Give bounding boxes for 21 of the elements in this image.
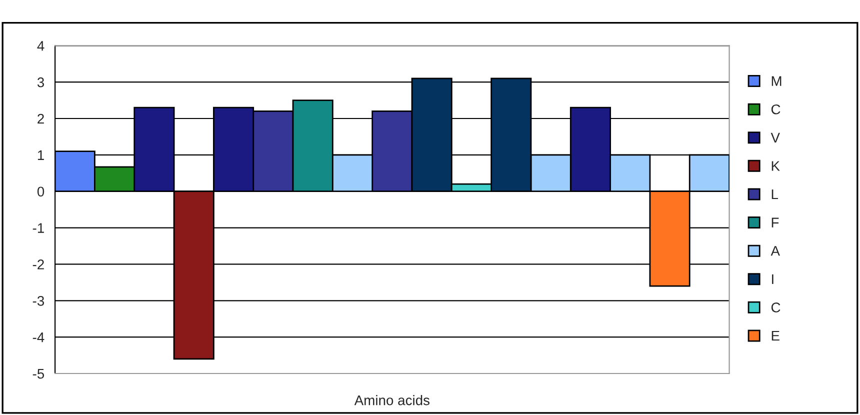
y-tick-label: -2 [32, 260, 44, 270]
legend-label: K [772, 161, 780, 171]
legend-label: F [772, 218, 779, 228]
y-tick-label: 1 [38, 150, 44, 160]
y-tick-label: 2 [38, 114, 44, 124]
x-axis-title: Amino acids [354, 395, 430, 406]
legend-label: I [772, 274, 774, 284]
legend-label: C [771, 104, 780, 114]
legend-label: C [771, 302, 780, 312]
legend-label: E [772, 330, 780, 341]
y-tick-label: 0 [37, 186, 44, 197]
y-tick-label: 4 [37, 41, 44, 51]
y-tick-label: -1 [32, 223, 44, 233]
legend-label: M [772, 76, 782, 86]
legend-label: V [770, 132, 780, 142]
y-tick-label: -3 [32, 296, 44, 306]
legend-label: A [770, 246, 780, 256]
y-tick-label: -5 [32, 368, 44, 379]
legend-label: L [772, 190, 778, 200]
y-tick-label: 3 [37, 77, 44, 88]
y-tick-label: -4 [32, 332, 44, 342]
